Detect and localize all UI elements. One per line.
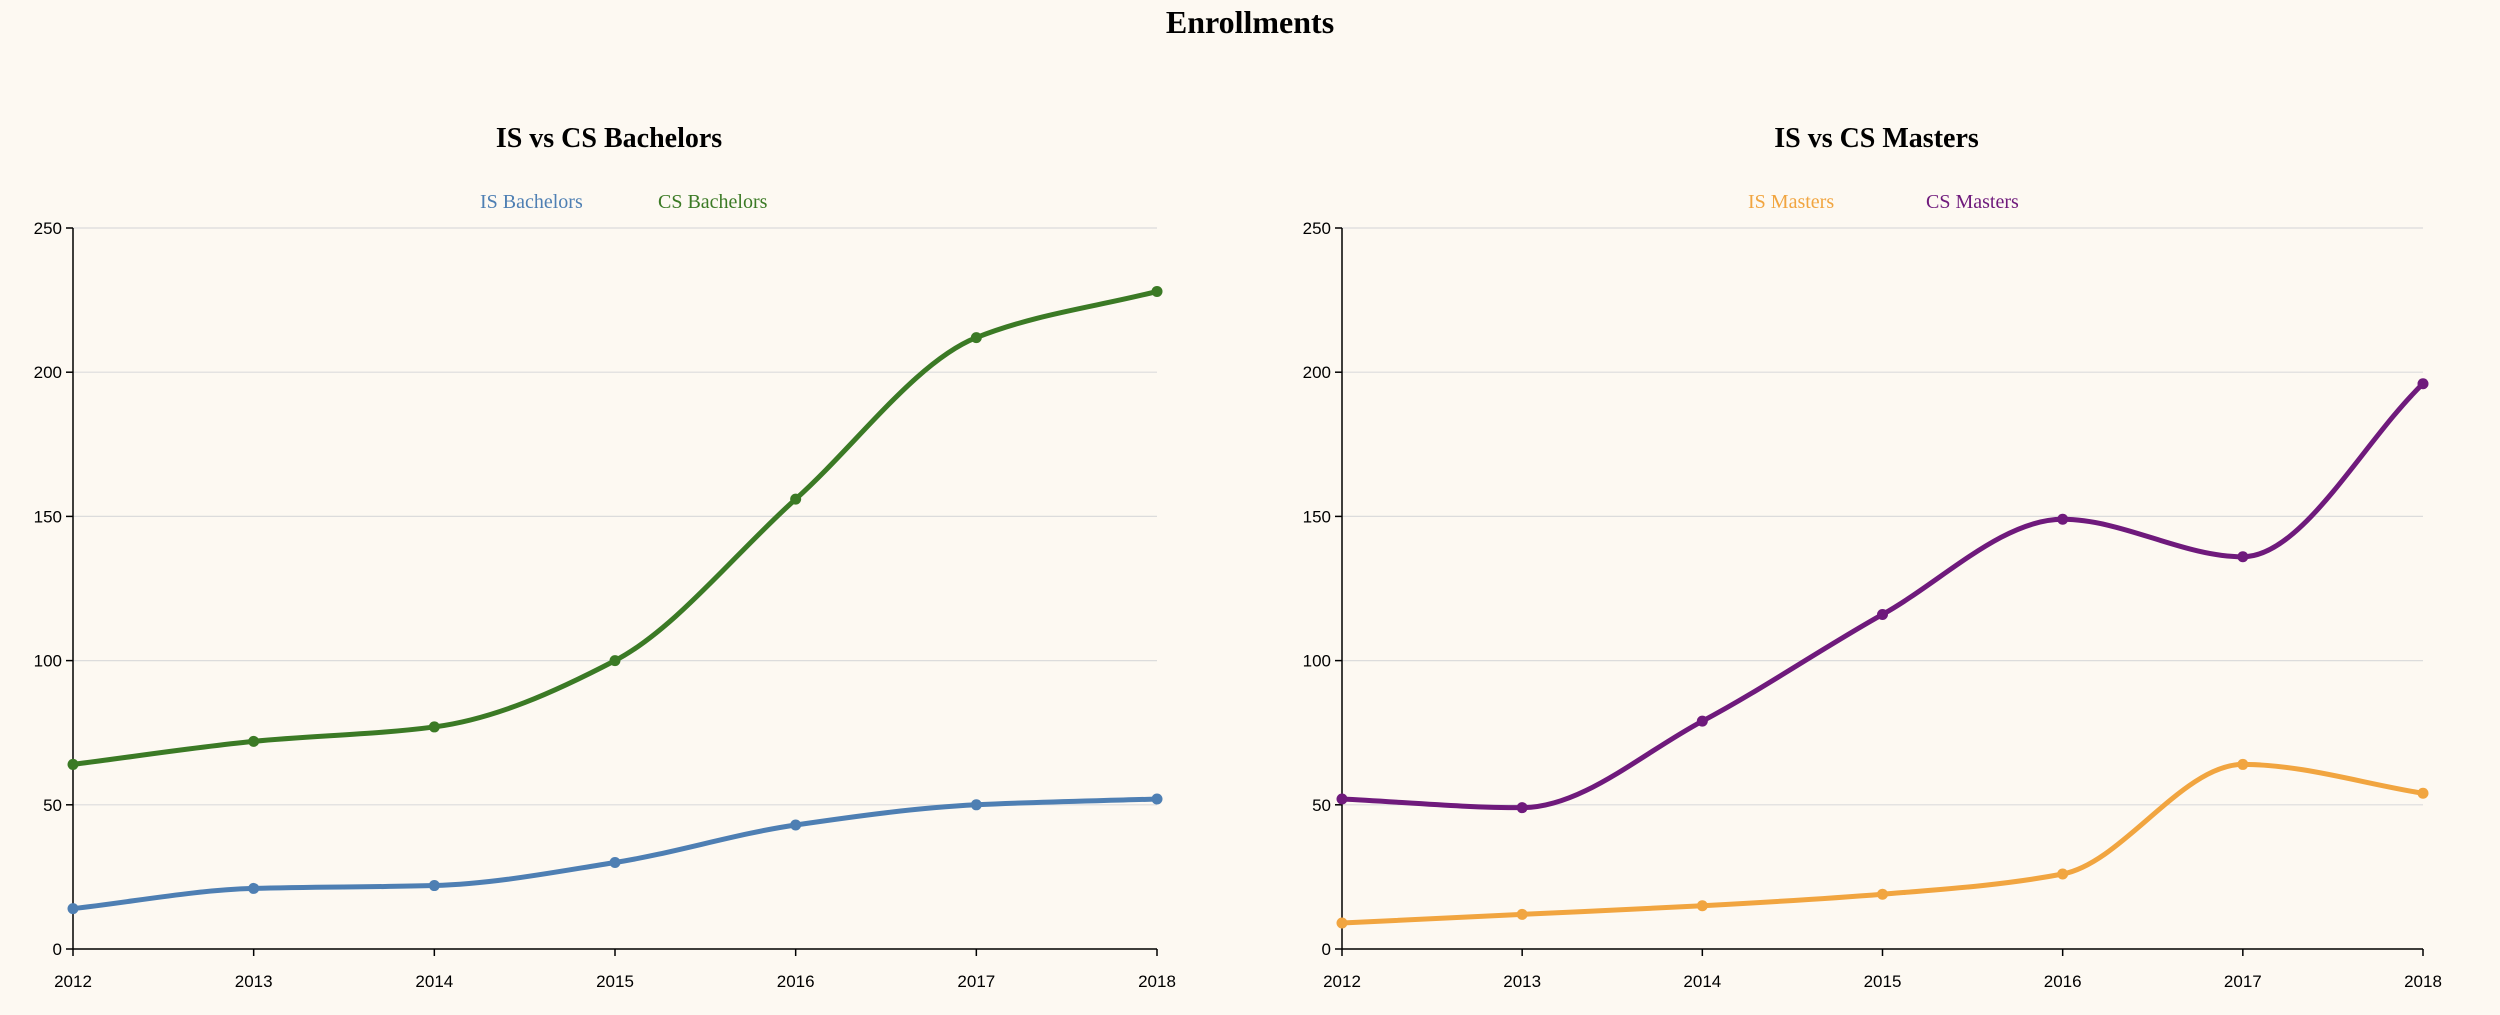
data-point — [1336, 793, 1348, 805]
y-tick-label: 250 — [1303, 219, 1331, 238]
x-tick-label: 2017 — [2224, 972, 2262, 991]
x-tick-label: 2016 — [777, 972, 815, 991]
legend-entry: CS Masters — [1926, 191, 2019, 213]
data-point — [1151, 285, 1163, 297]
x-tick-label: 2012 — [54, 972, 92, 991]
data-point — [1696, 715, 1708, 727]
chart-bachelors: IS vs CS Bachelors IS Bachelors CS Bachelo… — [34, 123, 1176, 991]
x-tick-label: 2015 — [1864, 972, 1902, 991]
data-point — [1516, 908, 1528, 920]
y-tick-label: 200 — [34, 363, 62, 382]
x-tick-label: 2014 — [1683, 972, 1721, 991]
data-point — [790, 819, 802, 831]
data-point — [1336, 917, 1348, 929]
page-title: Enrollments — [1165, 4, 1335, 40]
y-tick-label: 0 — [1322, 940, 1331, 959]
data-point — [970, 332, 982, 344]
data-point — [248, 735, 260, 747]
y-tick-label: 50 — [43, 796, 62, 815]
x-tick-label: 2014 — [415, 972, 453, 991]
y-tick-label: 200 — [1303, 363, 1331, 382]
data-point — [609, 655, 621, 667]
data-point — [1696, 900, 1708, 912]
x-tick-label: 2013 — [1503, 972, 1541, 991]
data-point — [248, 882, 260, 894]
y-tick-label: 150 — [34, 507, 62, 526]
data-point — [2057, 868, 2069, 880]
series-line — [1339, 381, 2426, 811]
y-tick-label: 100 — [1303, 652, 1331, 671]
y-tick-label: 100 — [34, 652, 62, 671]
data-point — [790, 493, 802, 505]
data-point — [1151, 793, 1163, 805]
data-point — [67, 758, 79, 770]
data-point — [609, 856, 621, 868]
data-point — [67, 903, 79, 915]
data-point — [428, 880, 440, 892]
x-tick-label: 2016 — [2044, 972, 2082, 991]
x-tick-label: 2017 — [957, 972, 995, 991]
data-point — [2237, 551, 2249, 563]
y-tick-label: 50 — [1312, 796, 1331, 815]
x-tick-label: 2015 — [596, 972, 634, 991]
y-tick-label: 0 — [53, 940, 62, 959]
x-tick-label: 2013 — [235, 972, 273, 991]
data-point — [1877, 608, 1888, 620]
x-tick-label: 2012 — [1323, 972, 1361, 991]
data-point — [2417, 378, 2429, 390]
data-point — [1877, 888, 1888, 900]
chart-title: IS vs CS Bachelors — [496, 123, 722, 154]
chart-title: IS vs CS Masters — [1774, 123, 1979, 154]
x-tick-label: 2018 — [1138, 972, 1176, 991]
data-point — [970, 799, 982, 811]
y-tick-label: 250 — [34, 219, 62, 238]
legend-entry: IS Bachelors — [480, 191, 583, 213]
data-point — [2417, 787, 2429, 799]
legend-entry: CS Bachelors — [658, 191, 768, 213]
x-tick-label: 2018 — [2404, 972, 2442, 991]
legend-entry: IS Masters — [1748, 191, 1834, 213]
data-point — [2057, 513, 2069, 525]
data-point — [1516, 802, 1528, 814]
data-point — [2237, 758, 2249, 770]
y-tick-label: 150 — [1303, 507, 1331, 526]
data-point — [428, 721, 440, 733]
